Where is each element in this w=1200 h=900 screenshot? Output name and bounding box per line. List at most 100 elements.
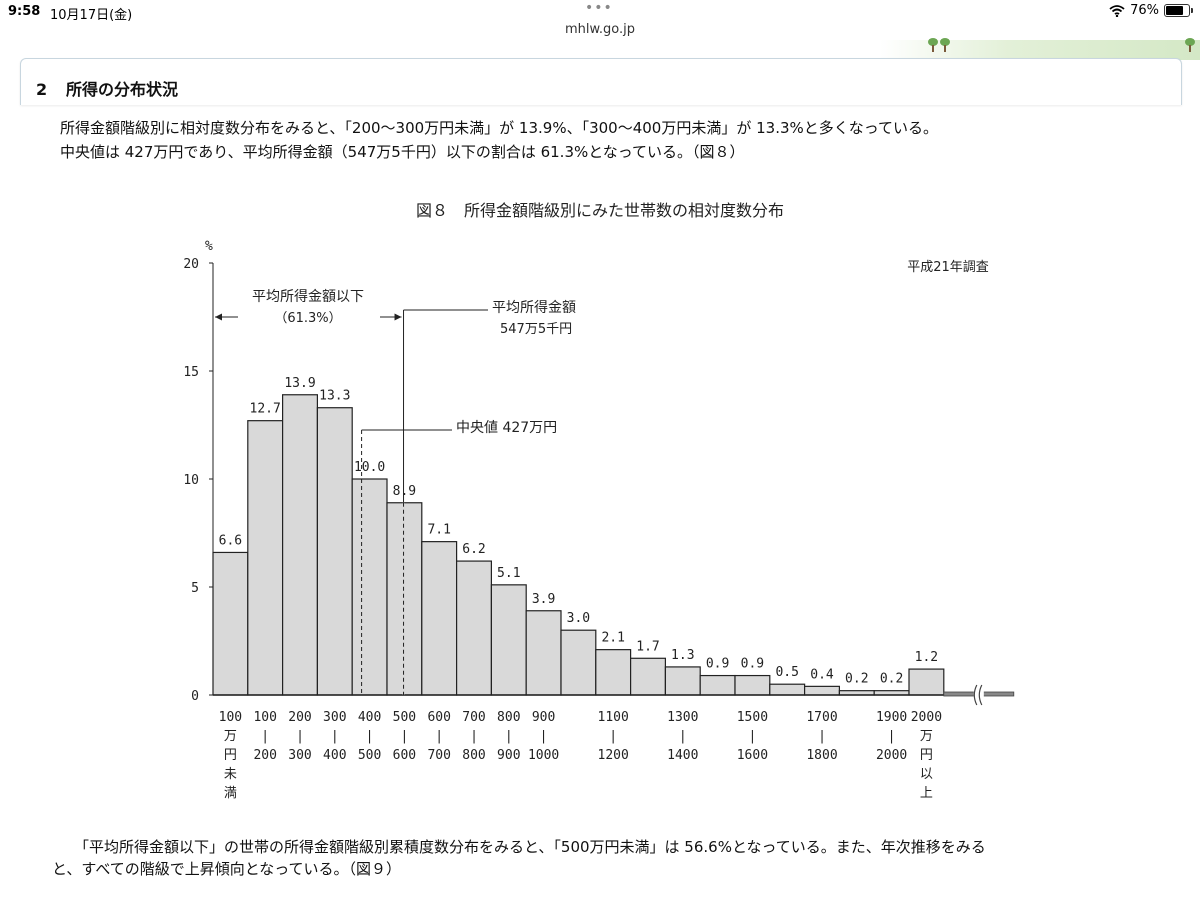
x-tick-label: | [470, 729, 478, 744]
x-tick-label: 満 [224, 786, 237, 801]
x-tick-label: | [400, 729, 408, 744]
x-tick-label: 2000 [876, 748, 907, 763]
x-tick-label: 200 [288, 710, 311, 725]
y-tick-label: 5 [191, 581, 199, 596]
section-title: 所得の分布状況 [66, 80, 179, 99]
x-tick-label: 300 [323, 710, 346, 725]
bar-3 [316, 407, 353, 696]
url-bar[interactable]: mhlw.go.jp [0, 22, 1200, 44]
x-tick-label: | [366, 729, 374, 744]
x-tick-label: 円 [224, 748, 237, 763]
x-tick-label: 1000 [528, 748, 559, 763]
x-tick-label: 800 [497, 710, 520, 725]
paragraph-2-line-1: 「平均所得金額以下」の世帯の所得金額階級別累積度数分布をみると、「500万円未満… [74, 838, 986, 856]
bar-5 [386, 502, 423, 696]
x-tick-label: 1400 [667, 748, 698, 763]
tree-icon [928, 38, 938, 52]
mean-label: 平均所得金額 [492, 299, 576, 316]
value-label-16: 0.5 [775, 665, 798, 680]
value-labels: 6.6 12.713.9 13.3 10.0 8.9 7.1 6.2 5.1 3.9 3.0 2.1… [219, 376, 938, 687]
value-label-1: 12.7 [250, 402, 281, 417]
x-tick-label: 1200 [598, 748, 629, 763]
x-tick-label: | [296, 729, 304, 744]
bar-7 [456, 560, 493, 696]
x-tick-label: 700 [427, 748, 450, 763]
x-tick-label: 円 [920, 748, 933, 763]
below-mean-percent: （61.3%） [274, 311, 341, 326]
battery-icon [1164, 4, 1193, 17]
bar-10 [560, 629, 597, 696]
x-tick-label: | [435, 729, 443, 744]
value-label-9: 3.9 [532, 592, 555, 607]
x-tick-label: | [748, 729, 756, 744]
value-label-10: 3.0 [567, 611, 590, 626]
value-label-11: 2.1 [601, 631, 624, 646]
axis-break-stroke [978, 684, 983, 706]
axis-break-icon [973, 684, 984, 706]
x-tick-label: | [609, 729, 617, 744]
value-label-6: 7.1 [427, 523, 450, 538]
axis-break-stroke [973, 684, 978, 706]
x-tick-label: 未 [224, 767, 237, 782]
y-tick-label: 20 [183, 257, 199, 272]
y-tick-label: 15 [183, 365, 199, 380]
x-tick-label: | [505, 729, 513, 744]
arrowhead-left-icon [215, 313, 222, 321]
paragraph-1-line-1: 所得金額階級別に相対度数分布をみると、「200〜300万円未満」が 13.9%、… [60, 119, 939, 137]
status-right: 76% [1109, 3, 1193, 18]
value-label-20: 1.2 [915, 650, 938, 665]
value-label-7: 6.2 [462, 542, 485, 557]
section-number: 2 [36, 80, 48, 99]
x-tick-label: 500 [393, 710, 416, 725]
bar-13 [664, 666, 701, 696]
mean-value: 547万5千円 [500, 322, 572, 337]
status-date: 10月17日(金) [50, 8, 133, 23]
bar-17 [803, 685, 840, 696]
x-tick-label: | [818, 729, 826, 744]
battery-percent: 76% [1130, 3, 1159, 18]
tree-icon [1185, 38, 1195, 52]
x-tick-label: 700 [462, 710, 485, 725]
x-tick-label: | [888, 729, 896, 744]
y-tick-label: 0 [191, 689, 199, 704]
value-label-3: 13.3 [319, 389, 350, 404]
x-tick-label: 1800 [806, 748, 837, 763]
value-label-18: 0.2 [845, 672, 868, 687]
survey-note: 平成21年調査 [907, 260, 989, 275]
bars [212, 394, 1015, 706]
x-tick-label: | [540, 729, 548, 744]
value-label-8: 5.1 [497, 566, 520, 581]
bar-15 [734, 674, 771, 696]
bar-12 [629, 657, 666, 696]
battery-fill [1166, 6, 1183, 15]
x-tick-label: 1900 [876, 710, 907, 725]
arrowhead-right-icon [394, 313, 402, 321]
x-tick-label: 1500 [737, 710, 768, 725]
bar-11 [595, 649, 632, 696]
section-heading: 2 所得の分布状況 [36, 76, 178, 100]
x-tick-label: 1300 [667, 710, 698, 725]
x-tick-label: 万 [224, 729, 237, 744]
below-mean-label: 平均所得金額以下 [252, 288, 364, 305]
x-tick-label: 1600 [737, 748, 768, 763]
x-tick-label: 500 [358, 748, 381, 763]
x-tick-label: 100 [219, 710, 242, 725]
value-label-19: 0.2 [880, 672, 903, 687]
x-tick-label: 200 [253, 748, 276, 763]
median-label: 中央値 427万円 [456, 420, 557, 436]
bar-8 [490, 584, 527, 696]
bar-16 [769, 683, 806, 696]
bar-14 [699, 674, 736, 696]
x-tick-label: | [331, 729, 339, 744]
multitask-dots-icon[interactable]: ••• [585, 0, 613, 16]
value-label-5: 8.9 [393, 484, 416, 499]
status-time: 9:58 [8, 4, 41, 19]
x-tick-label: 300 [288, 748, 311, 763]
value-label-17: 0.4 [810, 667, 834, 682]
x-tick-label: 600 [427, 710, 450, 725]
y-axis-unit: % [205, 239, 213, 254]
x-tick-label: 400 [323, 748, 346, 763]
bar-6 [421, 541, 458, 696]
bar-0 [212, 551, 249, 696]
